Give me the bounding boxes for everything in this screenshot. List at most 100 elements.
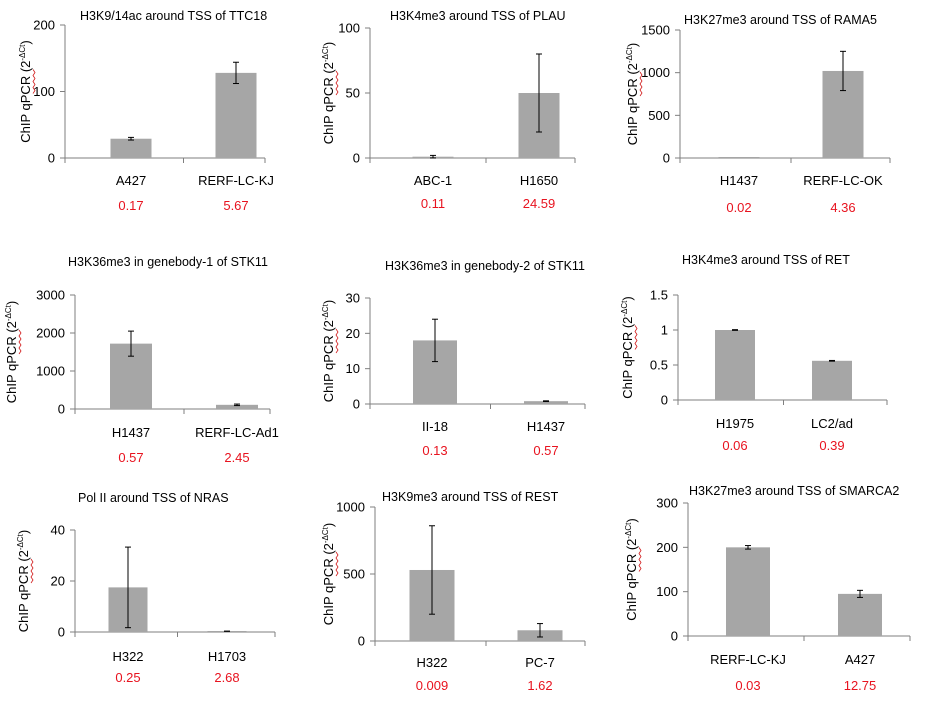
ratio-label: 0.06 — [722, 438, 747, 453]
chart-panel-1: H3K9/14ac around TSS of TTC18 0 100 200ChIP… — [18, 9, 274, 213]
category-label: H1703 — [208, 649, 246, 664]
category-label: H322 — [416, 655, 447, 670]
bar — [215, 72, 257, 158]
y-tick-label: 0 — [358, 634, 365, 649]
y-axis-label: ChIP qPCR (2-ΔCt) — [16, 530, 31, 633]
y-tick-label: 1.5 — [650, 288, 668, 303]
y-tick-label: 1000 — [336, 500, 365, 515]
y-tick-label: 0 — [48, 151, 55, 166]
ratio-label: 2.45 — [224, 450, 249, 465]
y-tick-label: 50 — [346, 86, 360, 101]
category-label: H322 — [112, 649, 143, 664]
category-label: H1437 — [720, 173, 758, 188]
ratio-label: 0.57 — [118, 450, 143, 465]
y-axis-label: ChIP qPCR (2-ΔCt) — [4, 301, 19, 404]
chart-panel-9: H3K27me3 around TSS of SMARCA2 0 100 200 300… — [624, 484, 911, 693]
category-label: H1650 — [520, 173, 558, 188]
category-label: H1975 — [716, 416, 754, 431]
y-tick-label: 2000 — [36, 326, 65, 341]
ratio-label: 0.57 — [533, 443, 558, 458]
spellcheck-squiggle — [639, 71, 643, 97]
y-tick-label: 0 — [663, 151, 670, 166]
category-label: RERF-LC-OK — [803, 173, 883, 188]
y-tick-label: 1000 — [641, 65, 670, 80]
ratio-label: 0.25 — [115, 670, 140, 685]
bar — [110, 138, 152, 158]
chart-title: H3K9me3 around TSS of REST — [382, 490, 559, 504]
y-tick-label: 200 — [656, 540, 678, 555]
ratio-label: 0.02 — [726, 200, 751, 215]
ratio-label: 4.36 — [830, 200, 855, 215]
y-axis-label: ChIP qPCR (2-ΔCt) — [321, 523, 336, 626]
category-label: A427 — [116, 173, 146, 188]
ratio-label: 12.75 — [844, 678, 877, 693]
y-tick-label: 500 — [343, 567, 365, 582]
y-tick-label: 40 — [51, 523, 65, 538]
y-tick-label: 0 — [353, 151, 360, 166]
y-tick-label: 100 — [33, 84, 55, 99]
y-axis-label: ChIP qPCR (2-ΔCt) — [620, 296, 635, 399]
category-label: LC2/ad — [811, 416, 853, 431]
chart-panel-7: Pol II around TSS of NRAS 0 20 40 ChIP qPCR … — [16, 491, 276, 685]
category-label: A427 — [845, 652, 875, 667]
y-tick-label: 500 — [648, 108, 670, 123]
category-label: RERF-LC-KJ — [198, 173, 274, 188]
category-label: RERF-LC-Ad1 — [195, 425, 279, 440]
y-tick-label: 0 — [671, 629, 678, 644]
y-axis-label: ChIP qPCR (2-ΔCt) — [18, 40, 33, 143]
chart-title: H3K27me3 around TSS of RAMA5 — [684, 13, 877, 27]
chart-title: H3K9/14ac around TSS of TTC18 — [80, 9, 267, 23]
y-tick-label: 100 — [338, 21, 360, 36]
ratio-label: 0.13 — [422, 443, 447, 458]
spellcheck-squiggle — [335, 70, 339, 96]
ratio-label: 0.03 — [735, 678, 760, 693]
y-tick-label: 1 — [661, 323, 668, 338]
ratio-label: 24.59 — [523, 196, 556, 211]
y-axis-label: ChIP qPCR (2-ΔCt) — [625, 43, 640, 146]
y-axis-label: ChIP qPCR (2-ΔCt) — [321, 42, 336, 145]
spellcheck-squiggle — [335, 328, 339, 354]
y-tick-label: 10 — [346, 361, 360, 376]
spellcheck-squiggle — [638, 547, 642, 572]
ratio-label: 0.39 — [819, 438, 844, 453]
bar — [838, 593, 882, 636]
spellcheck-squiggle — [335, 551, 339, 577]
y-axis-label: ChIP qPCR (2-ΔCt) — [624, 518, 639, 621]
chart-title: H3K4me3 around TSS of RET — [682, 253, 850, 267]
category-label: RERF-LC-KJ — [710, 652, 786, 667]
ratio-label: 5.67 — [223, 198, 248, 213]
y-tick-label: 0 — [58, 402, 65, 417]
chart-title: H3K36me3 in genebody-2 of STK11 — [385, 259, 585, 273]
bar — [726, 547, 770, 636]
y-tick-label: 1500 — [641, 23, 670, 38]
y-tick-label: 0 — [58, 625, 65, 640]
bar — [812, 360, 852, 400]
y-axis-label: ChIP qPCR (2-ΔCt) — [321, 300, 336, 403]
chart-title: H3K27me3 around TSS of SMARCA2 — [689, 484, 899, 498]
category-label: ABC-1 — [414, 173, 452, 188]
y-tick-label: 100 — [656, 584, 678, 599]
chart-panel-6: H3K4me3 around TSS of RET 0 0.5 1 1.5 ChIP qP… — [620, 253, 888, 453]
y-tick-label: 0 — [353, 397, 360, 412]
ratio-label: 0.11 — [421, 196, 445, 211]
chart-title: H3K36me3 in genebody-1 of STK11 — [68, 255, 268, 269]
y-tick-label: 300 — [656, 496, 678, 511]
spellcheck-squiggle — [18, 329, 22, 355]
y-tick-label: 200 — [33, 18, 55, 33]
category-label: H1437 — [112, 425, 150, 440]
bar — [524, 401, 568, 404]
chart-title: H3K4me3 around TSS of PLAU — [390, 9, 566, 23]
ratio-label: 1.62 — [527, 678, 552, 693]
spellcheck-squiggle — [634, 325, 638, 350]
y-tick-label: 30 — [346, 291, 360, 306]
y-tick-label: 0.5 — [650, 358, 668, 373]
y-tick-label: 3000 — [36, 288, 65, 303]
category-label: II-18 — [422, 419, 448, 434]
chart-title: Pol II around TSS of NRAS — [78, 491, 229, 505]
spellcheck-squiggle — [32, 69, 36, 94]
ratio-label: 2.68 — [214, 670, 239, 685]
bar — [715, 330, 755, 400]
